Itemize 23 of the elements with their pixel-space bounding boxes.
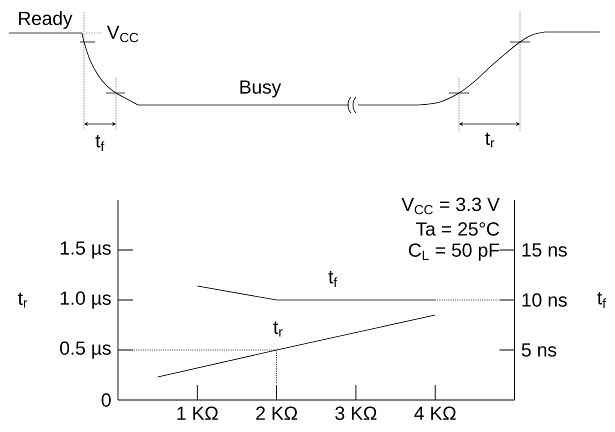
x-tick-label: 3 KΩ (335, 406, 376, 420)
series-label: t$_{r}$ (273, 322, 283, 336)
annotation: C$_{L}$ = 50 pF (408, 243, 500, 261)
y-tick-label: 1.0 µs (60, 291, 111, 309)
text: t$_{r}$ (485, 132, 494, 148)
x-tick-label: 1 KΩ (177, 406, 218, 420)
text: V$_{CC}$ (106, 26, 138, 42)
y-axis-title: t$_{r}$ (18, 292, 28, 308)
y-tick-label: 0 (102, 393, 111, 407)
text: t$_{f}$ (96, 135, 104, 151)
series-label: t$_{f}$ (328, 271, 338, 287)
y2-tick-label: 10 ns (522, 293, 567, 307)
x-tick-label: 4 KΩ (414, 406, 456, 420)
y-tick-label: 0.5 µs (60, 341, 111, 359)
y2-tick-label: 15 ns (522, 243, 567, 257)
y2-tick-label: 5 ns (522, 343, 556, 357)
y2-axis-title: t$_{f}$ (597, 292, 606, 308)
text: Busy (240, 80, 282, 98)
y-tick-label: 1.5 µs (60, 242, 111, 258)
annotation: V$_{CC}$ = 3.3 V (401, 198, 500, 214)
annotation: Ta = 25°C (416, 222, 500, 236)
text: Ready (19, 11, 72, 29)
x-tick-label: 2 KΩ (256, 406, 298, 420)
